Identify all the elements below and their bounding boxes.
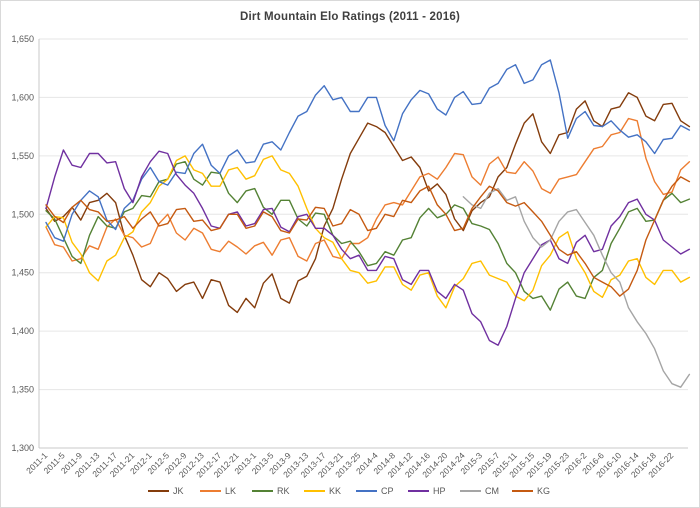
gridlines <box>39 38 688 449</box>
series-line-KK[interactable] <box>45 155 691 309</box>
x-axis-labels: 2011-12011-52011-92011-132011-172011-212… <box>24 450 676 479</box>
y-axis-label: 1,650 <box>11 34 34 44</box>
legend-label-KG: KG <box>537 486 550 496</box>
series-line-JK[interactable] <box>45 92 691 314</box>
legend-label-LK: LK <box>225 486 236 496</box>
legend-label-CP: CP <box>381 486 394 496</box>
legend-item-CP[interactable]: CP <box>356 486 394 496</box>
y-axis-label: 1,300 <box>11 443 34 453</box>
series-line-KG[interactable] <box>45 176 691 297</box>
legend-item-JK[interactable]: JK <box>148 486 184 496</box>
chart-title: Dirt Mountain Elo Ratings (2011 - 2016) <box>240 11 460 23</box>
series-line-HP[interactable] <box>45 149 691 346</box>
y-axis-label: 1,500 <box>11 209 34 219</box>
legend-item-HP[interactable]: HP <box>408 486 446 496</box>
series-lines <box>45 59 691 388</box>
y-axis-label: 1,550 <box>11 151 34 161</box>
legend: JK LK RK KK CP HP CM KG <box>148 486 550 496</box>
legend-label-RK: RK <box>277 486 290 496</box>
series-line-CP[interactable] <box>45 59 691 242</box>
series-line-CM[interactable] <box>462 187 691 388</box>
y-axis-label: 1,450 <box>11 268 34 278</box>
legend-item-LK[interactable]: LK <box>200 486 236 496</box>
y-axis-labels: 1,300 1,350 1,400 1,450 1,500 1,550 1,600 1,650 <box>11 34 34 453</box>
legend-item-CM[interactable]: CM <box>460 486 499 496</box>
legend-label-KK: KK <box>329 486 341 496</box>
series-line-RK[interactable] <box>45 161 691 311</box>
legend-item-RK[interactable]: RK <box>252 486 290 496</box>
legend-item-KG[interactable]: KG <box>512 486 550 496</box>
y-axis-label: 1,350 <box>11 385 34 395</box>
legend-item-KK[interactable]: KK <box>304 486 341 496</box>
y-axis-label: 1,600 <box>11 92 34 102</box>
legend-label-CM: CM <box>485 486 499 496</box>
series-line-LK[interactable] <box>45 117 691 262</box>
y-axis-label: 1,400 <box>11 326 34 336</box>
legend-label-JK: JK <box>173 486 184 496</box>
legend-label-HP: HP <box>433 486 446 496</box>
